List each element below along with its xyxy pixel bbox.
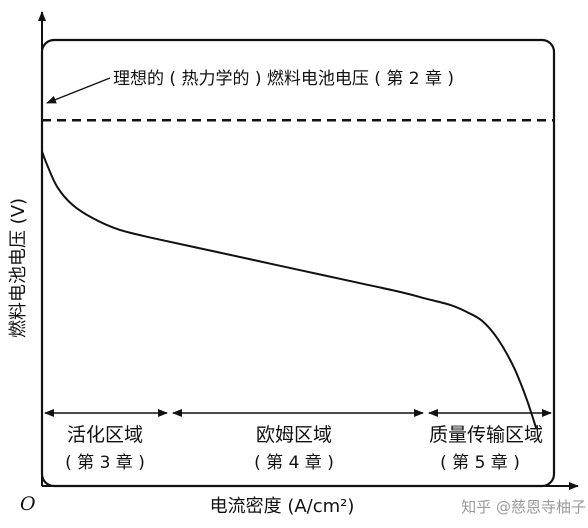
ideal-voltage-label: 理想的 ( 热力学的 ) 燃料电池电压 ( 第 2 章 ) — [113, 69, 454, 89]
region-chapter-activation: ( 第 3 章 ) — [65, 453, 145, 473]
region-label-mass-transport: 质量传输区域 — [429, 424, 543, 446]
watermark: 知乎 @慈恩寺柚子 — [461, 498, 586, 516]
polarization-curve — [41, 151, 538, 429]
y-axis-label: 燃料电池电压 (V) — [8, 198, 29, 338]
plot-frame — [40, 38, 556, 488]
region-label-ohmic: 欧姆区域 — [256, 424, 332, 446]
region-chapter-ohmic: ( 第 4 章 ) — [254, 453, 334, 473]
ideal-voltage-pointer — [46, 77, 111, 104]
x-axis-label: 电流密度 (A/cm²) — [210, 496, 355, 517]
origin-label: O — [20, 493, 36, 515]
region-label-activation: 活化区域 — [67, 424, 143, 446]
region-chapter-mass-transport: ( 第 5 章 ) — [440, 453, 520, 473]
